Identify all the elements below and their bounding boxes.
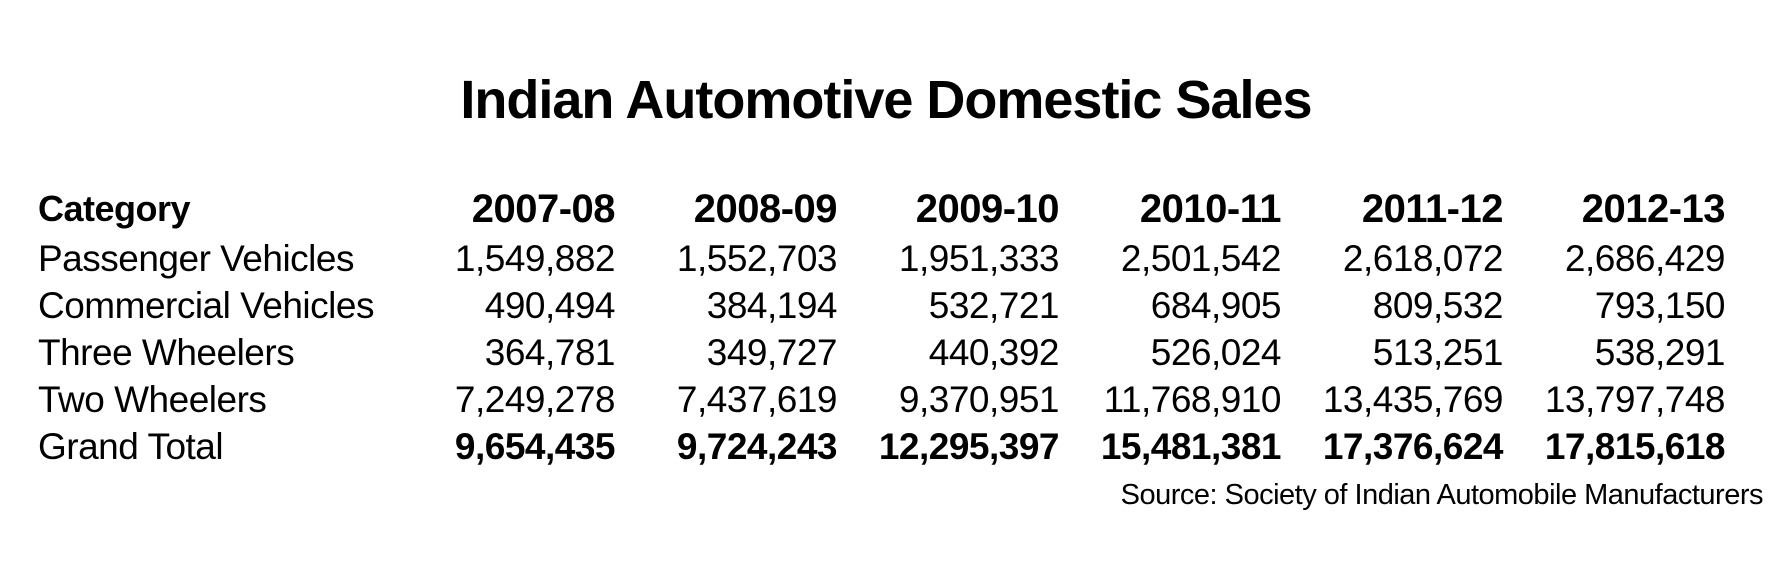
value-cell: 793,150 bbox=[1594, 284, 1726, 326]
value-cell: 9,370,951 bbox=[898, 378, 1060, 420]
value-cell: 13,435,769 bbox=[1322, 378, 1504, 420]
column-header-2011-12: 2011-12 bbox=[1361, 186, 1504, 231]
value-cell: 11,768,910 bbox=[1103, 378, 1282, 420]
category-cell: Two Wheelers bbox=[38, 378, 267, 420]
sales-table: Category 2007-08 2008-09 2009-10 2010-11… bbox=[38, 183, 1726, 470]
total-value-cell: 17,815,618 bbox=[1544, 425, 1726, 467]
category-cell: Passenger Vehicles bbox=[38, 237, 354, 279]
value-cell: 526,024 bbox=[1150, 331, 1282, 373]
source-note: Source: Society of Indian Automobile Man… bbox=[1120, 479, 1764, 511]
column-header-2008-09: 2008-09 bbox=[693, 186, 838, 231]
column-header-2009-10: 2009-10 bbox=[915, 186, 1060, 231]
value-cell: 532,721 bbox=[928, 284, 1060, 326]
total-value-cell: 15,481,381 bbox=[1100, 425, 1282, 467]
value-cell: 513,251 bbox=[1372, 331, 1504, 373]
value-cell: 7,249,278 bbox=[454, 378, 616, 420]
row-commercial-vehicles: Commercial Vehicles 490,494 384,194 532,… bbox=[38, 282, 1726, 329]
row-three-wheelers: Three Wheelers 364,781 349,727 440,392 5… bbox=[38, 329, 1726, 376]
column-header-2010-11: 2010-11 bbox=[1139, 186, 1282, 231]
column-header-2007-08: 2007-08 bbox=[471, 186, 616, 231]
value-cell: 538,291 bbox=[1594, 331, 1726, 373]
value-cell: 809,532 bbox=[1372, 284, 1504, 326]
value-cell: 13,797,748 bbox=[1544, 378, 1726, 420]
value-cell: 1,549,882 bbox=[454, 237, 616, 279]
value-cell: 384,194 bbox=[706, 284, 838, 326]
value-cell: 490,494 bbox=[484, 284, 616, 326]
category-cell: Three Wheelers bbox=[38, 331, 295, 373]
value-cell: 2,686,429 bbox=[1564, 237, 1726, 279]
value-cell: 349,727 bbox=[706, 331, 838, 373]
row-passenger-vehicles: Passenger Vehicles 1,549,882 1,552,703 1… bbox=[38, 235, 1726, 282]
value-cell: 364,781 bbox=[484, 331, 616, 373]
value-cell: 7,437,619 bbox=[676, 378, 838, 420]
total-value-cell: 9,654,435 bbox=[454, 425, 616, 467]
value-cell: 1,552,703 bbox=[676, 237, 838, 279]
total-value-cell: 12,295,397 bbox=[878, 425, 1060, 467]
total-value-cell: 9,724,243 bbox=[676, 425, 838, 467]
value-cell: 2,501,542 bbox=[1120, 237, 1282, 279]
category-cell: Commercial Vehicles bbox=[38, 284, 374, 326]
value-cell: 2,618,072 bbox=[1342, 237, 1504, 279]
value-cell: 440,392 bbox=[928, 331, 1060, 373]
value-cell: 684,905 bbox=[1150, 284, 1282, 326]
grand-total-row: Grand Total 9,654,435 9,724,243 12,295,3… bbox=[38, 423, 1726, 470]
column-header-category: Category bbox=[38, 188, 191, 229]
column-header-2012-13: 2012-13 bbox=[1581, 186, 1726, 231]
total-value-cell: 17,376,624 bbox=[1322, 425, 1504, 467]
category-cell: Grand Total bbox=[38, 425, 224, 467]
value-cell: 1,951,333 bbox=[898, 237, 1060, 279]
row-two-wheelers: Two Wheelers 7,249,278 7,437,619 9,370,9… bbox=[38, 376, 1726, 423]
header-row: Category 2007-08 2008-09 2009-10 2010-11… bbox=[38, 183, 1726, 235]
chart-title: Indian Automotive Domestic Sales bbox=[460, 70, 1312, 130]
